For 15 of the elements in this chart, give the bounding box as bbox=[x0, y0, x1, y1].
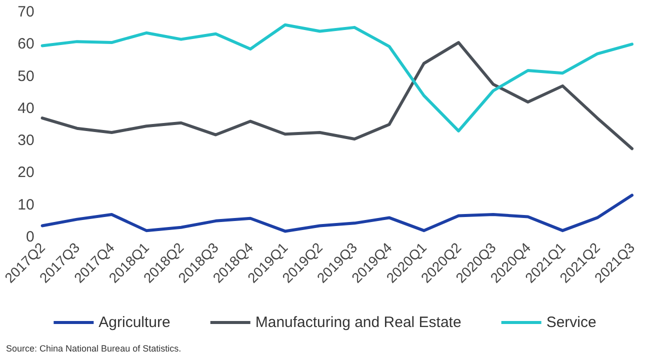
legend-label: Manufacturing and Real Estate bbox=[255, 314, 462, 331]
y-tick-label: 60 bbox=[18, 36, 34, 53]
line-series bbox=[40, 23, 634, 132]
line-series bbox=[40, 41, 634, 150]
y-tick-label: 40 bbox=[18, 100, 34, 117]
y-tick-label: 0 bbox=[26, 228, 34, 246]
legend-label: Agriculture bbox=[98, 314, 170, 331]
y-tick-label: 10 bbox=[18, 196, 34, 214]
y-tick-label: 50 bbox=[18, 68, 34, 85]
y-tick-label: 30 bbox=[18, 132, 34, 150]
legend-label: Service bbox=[546, 314, 596, 331]
line-series bbox=[40, 194, 634, 233]
source-note: Source: China National Bureau of Statistics. bbox=[6, 344, 182, 354]
y-tick-label: 70 bbox=[18, 4, 34, 20]
y-tick-label: 20 bbox=[18, 164, 34, 182]
